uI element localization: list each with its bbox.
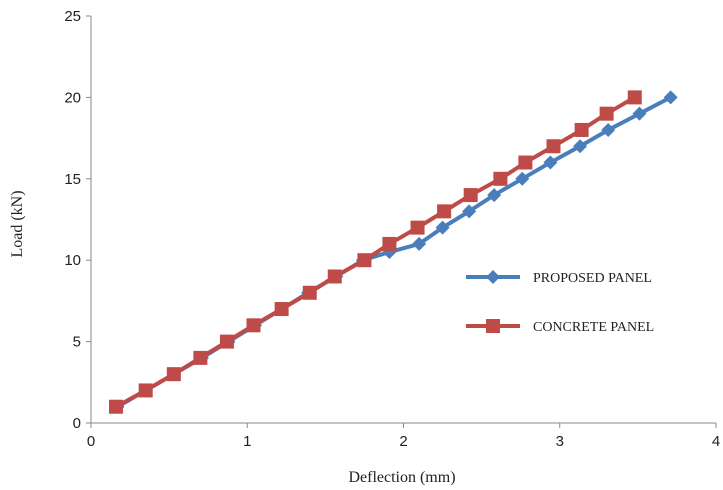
- x-tick-label: 3: [556, 433, 564, 450]
- data-point: [601, 122, 616, 137]
- axes: [86, 15, 717, 428]
- data-point: [493, 171, 508, 186]
- data-point: [543, 155, 558, 170]
- data-point: [412, 236, 427, 251]
- data-point: [357, 253, 372, 268]
- data-point: [437, 204, 452, 219]
- data-point: [435, 220, 450, 235]
- data-point: [546, 139, 561, 154]
- data-point: [574, 122, 589, 137]
- data-point: [632, 106, 647, 121]
- x-tick-label: 2: [399, 433, 407, 450]
- data-point: [599, 106, 614, 121]
- y-tick-label: 25: [64, 8, 81, 25]
- data-point: [109, 399, 123, 414]
- series-group: [109, 90, 678, 414]
- y-tick-label: 10: [64, 252, 81, 269]
- legend-swatch-marker: [486, 319, 500, 333]
- data-point: [327, 269, 342, 284]
- y-axis-title: Load (kN): [9, 190, 26, 257]
- y-tick-label: 20: [64, 89, 81, 106]
- data-point: [193, 350, 208, 365]
- data-point: [487, 188, 502, 203]
- data-point: [462, 204, 477, 219]
- y-tick-label: 15: [64, 171, 81, 188]
- data-point: [663, 90, 678, 105]
- data-point: [518, 155, 533, 170]
- data-point: [166, 367, 181, 382]
- data-point: [410, 220, 425, 235]
- data-point: [138, 383, 153, 398]
- legend-swatch-marker: [486, 270, 500, 284]
- data-point: [515, 171, 530, 186]
- y-tick-label: 5: [73, 334, 81, 351]
- x-tick-label: 1: [243, 433, 251, 450]
- y-tick-label: 0: [73, 415, 81, 432]
- legend-label: CONCRETE PANEL: [533, 320, 654, 335]
- data-point: [246, 318, 261, 333]
- legend-label: PROPOSED PANEL: [533, 271, 652, 286]
- data-point: [219, 334, 234, 349]
- data-point: [463, 188, 478, 203]
- series-proposed-panel: [110, 90, 678, 414]
- x-tick-label: 4: [712, 433, 720, 450]
- tick-labels: 0 5 10 15 20 25 0 1 2 3 4: [64, 8, 720, 450]
- data-point: [382, 236, 397, 251]
- legend: PROPOSED PANEL CONCRETE PANEL: [466, 270, 654, 335]
- data-point: [627, 90, 642, 105]
- series-concrete-panel: [109, 90, 642, 414]
- x-tick-label: 0: [87, 433, 95, 450]
- data-point: [274, 302, 289, 317]
- data-point: [302, 285, 317, 300]
- x-axis-title: Deflection (mm): [348, 469, 455, 486]
- data-point: [573, 139, 588, 154]
